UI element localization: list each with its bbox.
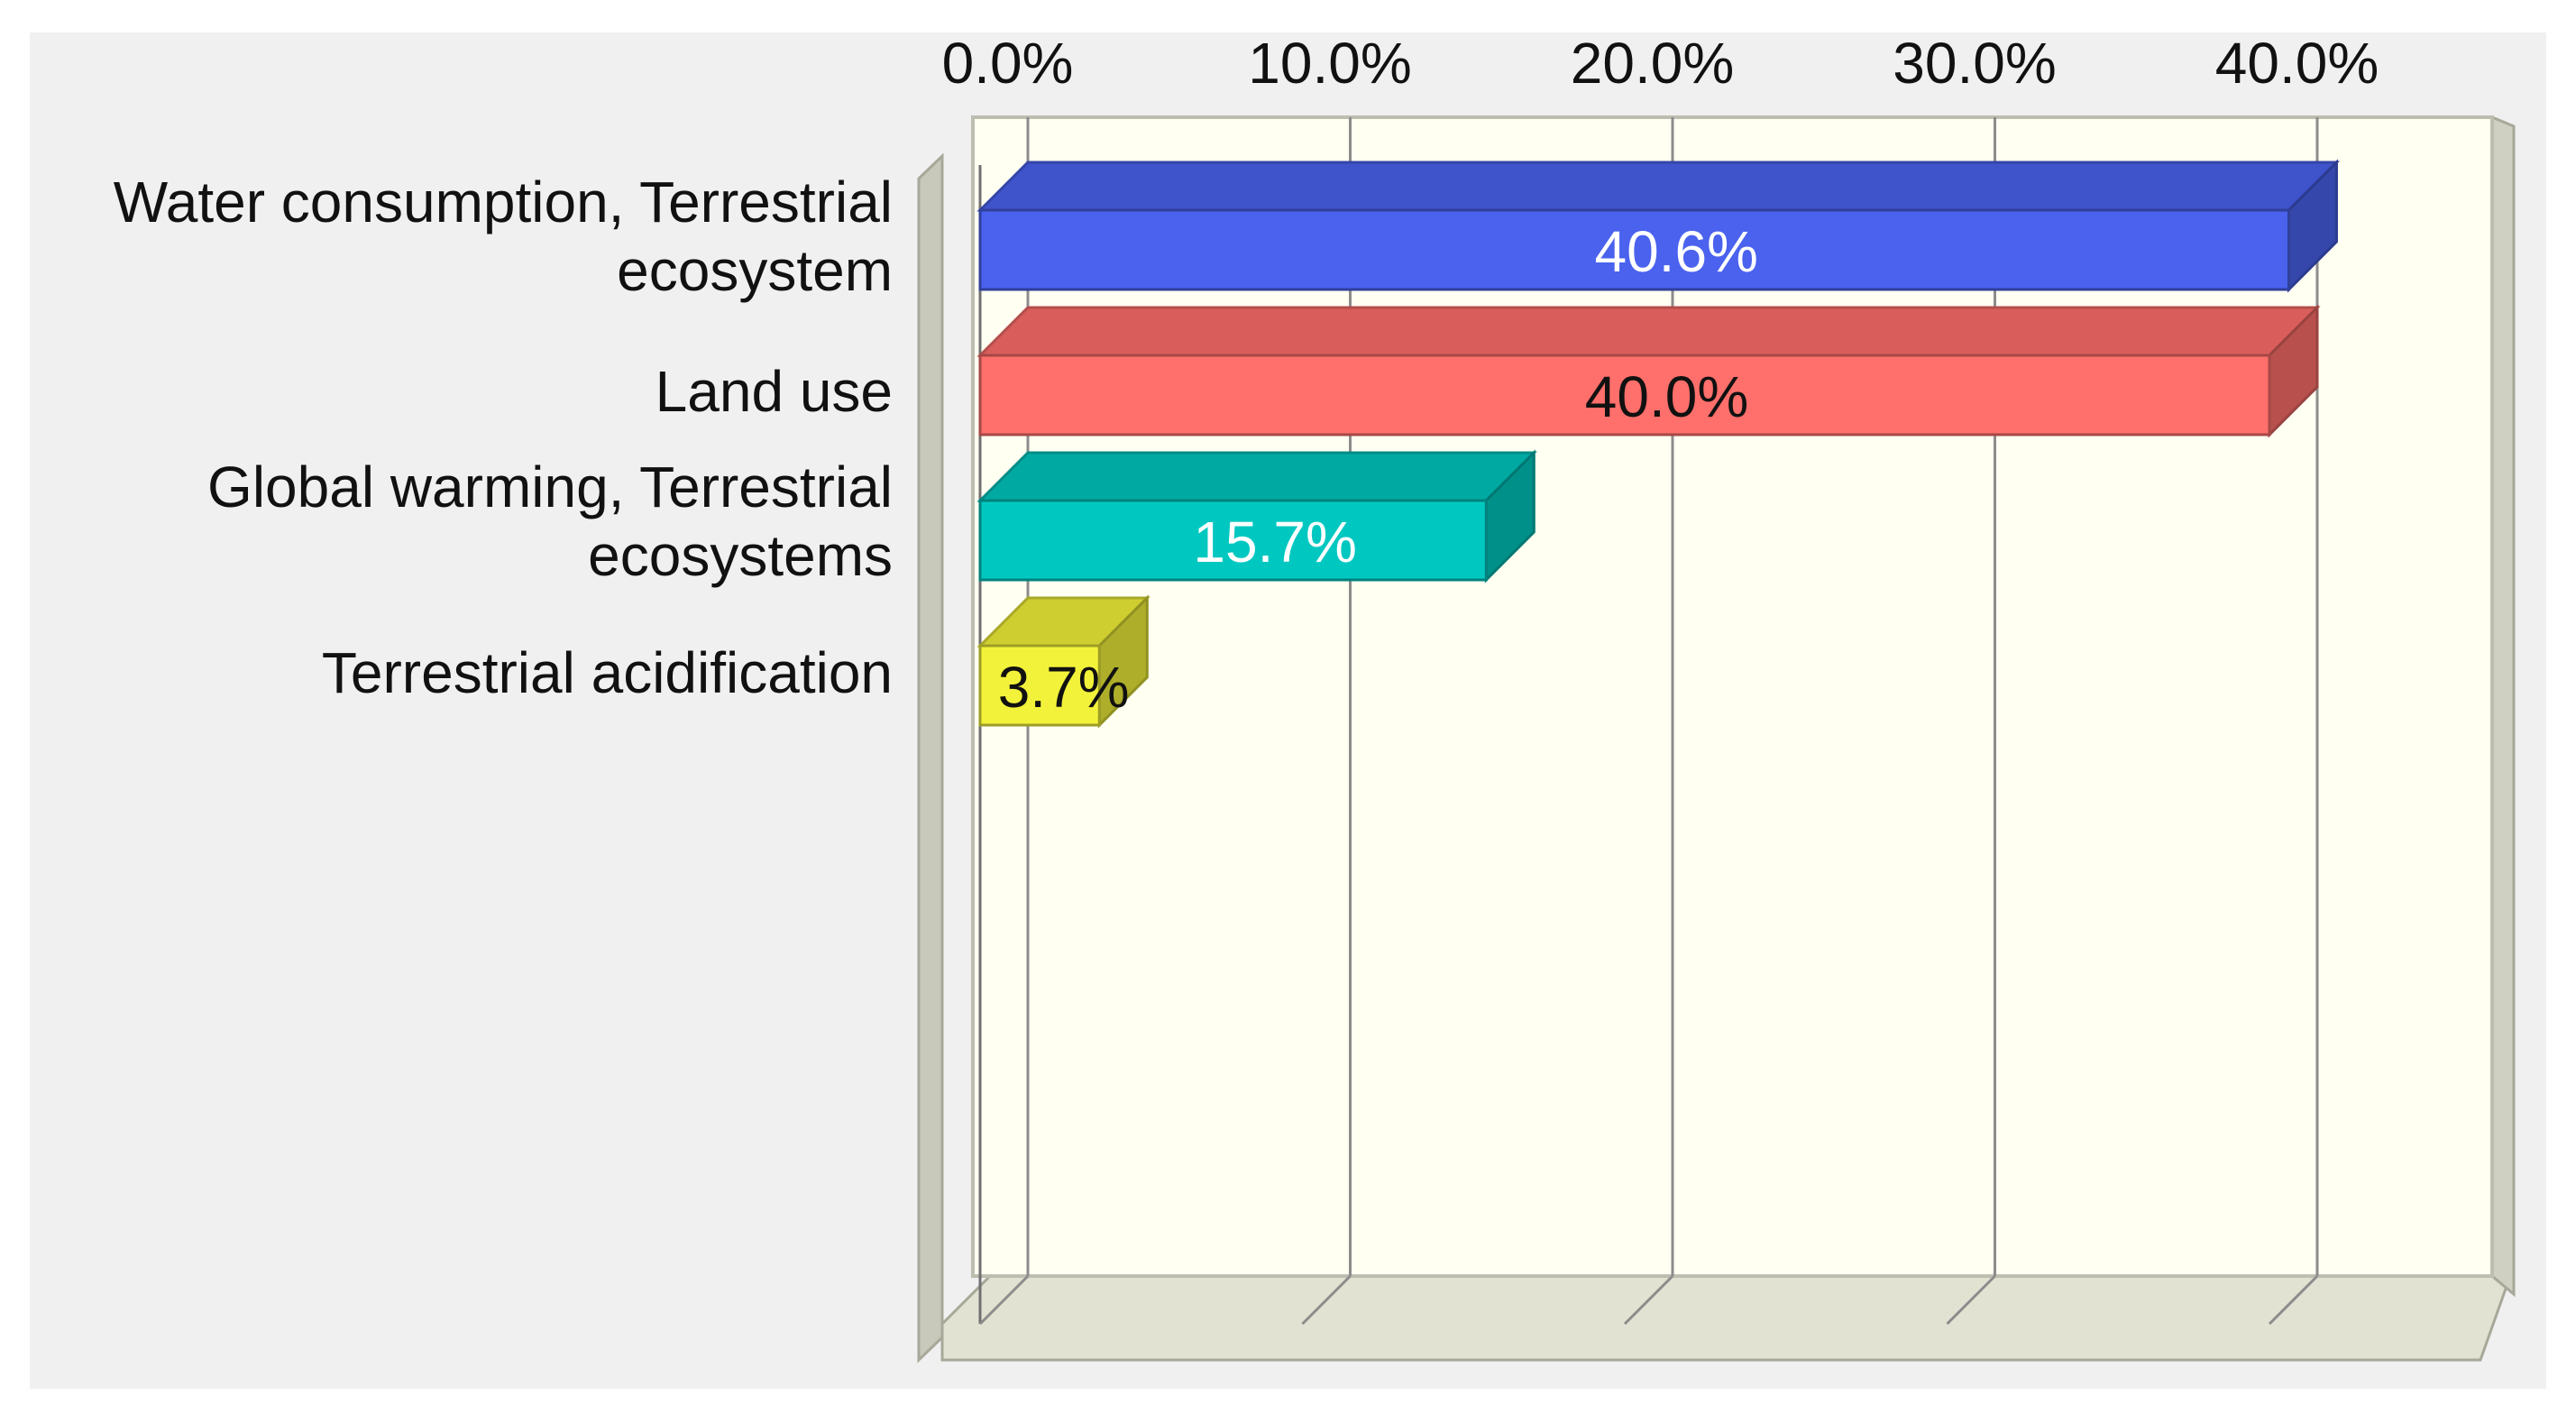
bar-front-face (978, 208, 2290, 291)
floor (940, 1274, 2513, 1362)
back-wall (971, 115, 2494, 1278)
left-wall (917, 152, 944, 1364)
bar-top-face (976, 306, 2321, 357)
x-tick-label: 0.0% (942, 31, 1074, 96)
category-label: Land use (655, 359, 893, 424)
bar-front-face (978, 499, 1488, 582)
plot-frame (917, 115, 2516, 1364)
data-label: 40.6% (1594, 219, 1757, 284)
data-labels: 40.6% 40.0% 15.7% 3.7% (998, 219, 1758, 720)
bar-top-face (976, 161, 2341, 212)
bar (976, 159, 2341, 293)
category-label: ecosystem (617, 238, 893, 303)
gridline-floor (2268, 1274, 2319, 1326)
category-label: Global warming, Terrestrial (207, 455, 893, 519)
gridline-floor (1301, 1274, 1352, 1326)
x-tick-label: 40.0% (2215, 31, 2379, 96)
x-tick-label: 30.0% (1893, 31, 2056, 96)
data-label: 3.7% (998, 655, 1130, 720)
data-label: 40.0% (1585, 364, 1748, 429)
data-label: 15.7% (1193, 510, 1356, 574)
category-label: ecosystems (588, 523, 893, 588)
bar (976, 449, 1537, 583)
bar (976, 594, 1150, 729)
x-axis-ticks: 0.0% 10.0% 20.0% 30.0% 40.0% (942, 31, 2379, 96)
right-wall (2490, 115, 2516, 1298)
category-label: Terrestrial acidification (322, 640, 893, 705)
x-tick-label: 10.0% (1248, 31, 1411, 96)
gridline-floor (978, 1274, 1030, 1326)
x-tick-label: 20.0% (1571, 31, 1734, 96)
bar-front-face (978, 644, 1101, 727)
bar-top-face (976, 451, 1537, 502)
category-label: Water consumption, Terrestrial (114, 170, 893, 234)
bars (976, 159, 2341, 729)
bar (976, 304, 2321, 438)
gridline-floor (1623, 1274, 1674, 1326)
gridline-floor (1946, 1274, 1996, 1326)
bar-front-face (978, 354, 2271, 436)
